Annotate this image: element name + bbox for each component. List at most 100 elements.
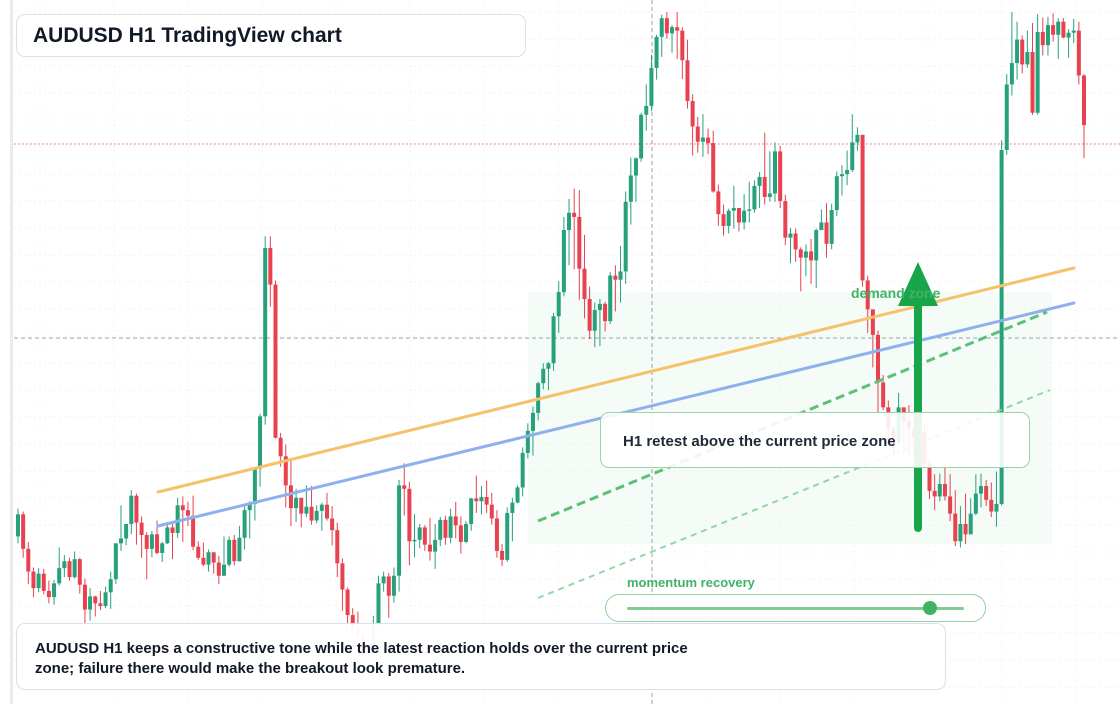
candle-body <box>736 207 741 223</box>
candle-body <box>304 506 309 514</box>
candle-body <box>149 534 154 549</box>
candle <box>62 555 67 578</box>
candle-body <box>345 589 350 616</box>
candle <box>932 474 937 511</box>
candle-body <box>788 233 793 238</box>
candle-body <box>484 497 489 505</box>
candle <box>1015 21 1020 80</box>
candle <box>989 482 994 518</box>
candle <box>16 508 20 544</box>
candle <box>1082 74 1086 159</box>
candle <box>397 479 402 592</box>
candle-body <box>21 514 26 549</box>
candle-body <box>1076 30 1081 76</box>
candle <box>237 526 242 562</box>
candle-body <box>839 174 844 177</box>
candle <box>556 281 561 333</box>
candle-body <box>216 562 221 576</box>
candle <box>726 208 731 234</box>
demand-zone-label: demand zone <box>851 285 941 301</box>
candle <box>376 575 381 629</box>
candle <box>407 481 412 566</box>
candle-body <box>556 292 561 317</box>
candle <box>819 209 824 231</box>
candle <box>438 517 443 547</box>
candle-body <box>932 490 937 497</box>
candle-body <box>860 134 865 281</box>
candle <box>582 234 587 319</box>
candle-body <box>407 488 412 542</box>
candle-body <box>98 603 103 607</box>
candle-body <box>26 548 31 572</box>
candle-body <box>530 412 535 431</box>
candle-body <box>1030 52 1035 113</box>
candle-body <box>412 539 417 542</box>
candle-body <box>628 175 633 202</box>
candle-body <box>680 30 685 61</box>
candle-body <box>273 284 278 438</box>
candle <box>685 39 690 109</box>
candle <box>1071 18 1076 44</box>
candle-body <box>201 557 206 565</box>
candle-body <box>989 499 994 512</box>
candle <box>283 444 288 508</box>
candle-body <box>232 539 237 562</box>
candle <box>510 497 515 542</box>
candle <box>937 473 942 502</box>
candle <box>773 142 778 202</box>
candle <box>335 522 340 578</box>
candle-body <box>402 485 407 489</box>
candle <box>489 492 494 525</box>
candle <box>1030 23 1035 115</box>
candle <box>1025 30 1030 68</box>
candle-body <box>1020 39 1025 65</box>
candle <box>314 505 319 524</box>
candle <box>88 588 93 621</box>
candle-body <box>433 539 438 552</box>
candle <box>809 239 814 284</box>
retest-note-text: H1 retest above the current price zone <box>623 433 896 450</box>
candle <box>458 516 463 554</box>
candle-body <box>72 559 77 578</box>
momentum-knob[interactable] <box>923 601 938 615</box>
candle-body <box>515 487 520 503</box>
candle-body <box>453 516 458 526</box>
candle-body <box>57 568 62 584</box>
candle <box>134 493 139 545</box>
candle <box>525 423 530 459</box>
candle <box>412 514 417 558</box>
candle-body <box>283 456 288 486</box>
candle-body <box>1082 75 1086 126</box>
candle <box>834 171 839 217</box>
candle-body <box>711 143 716 192</box>
candle-body <box>1035 32 1040 113</box>
candle <box>427 517 432 561</box>
candle-body <box>752 185 757 210</box>
momentum-slider[interactable] <box>605 594 986 622</box>
candle-body <box>623 201 628 272</box>
candle-body <box>639 114 644 159</box>
candle <box>567 198 572 266</box>
candle-body <box>77 559 82 585</box>
candle-body <box>170 527 175 533</box>
up-arrow-head <box>898 262 938 306</box>
candle-body <box>330 518 335 531</box>
candle <box>803 244 808 277</box>
candle <box>232 535 237 566</box>
candle <box>175 497 180 538</box>
candle-body <box>824 222 829 244</box>
candle <box>798 247 803 292</box>
candle <box>500 543 505 567</box>
candle-body <box>716 191 721 215</box>
candle <box>788 227 793 264</box>
candle-body <box>685 60 690 102</box>
candle-body <box>427 544 432 552</box>
candle-body <box>927 463 932 491</box>
candle <box>742 194 747 230</box>
candle <box>340 558 345 611</box>
candle-body <box>592 310 597 331</box>
candle <box>613 265 618 312</box>
candle-body <box>979 486 984 494</box>
chart-title: AUDUSD H1 TradingView chart <box>33 24 342 47</box>
candle <box>149 530 154 558</box>
